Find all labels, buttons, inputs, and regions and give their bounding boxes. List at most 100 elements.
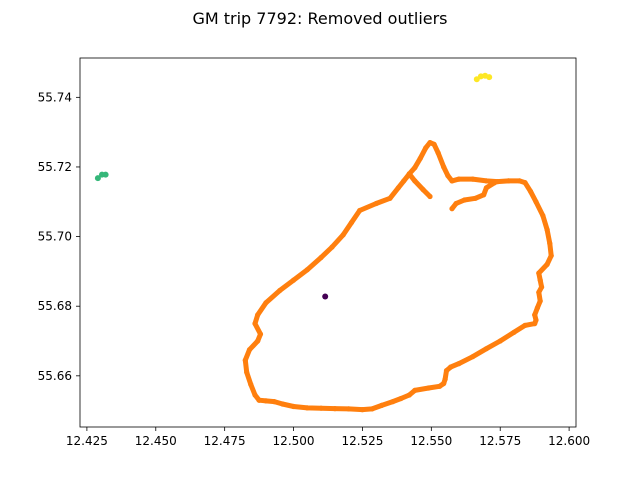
route-point	[532, 312, 538, 318]
route-point	[255, 312, 261, 318]
route-point	[357, 207, 363, 214]
route-point	[540, 213, 546, 219]
route-point	[437, 383, 443, 389]
route-point	[544, 261, 550, 267]
route-point	[401, 178, 407, 184]
route-point	[257, 331, 264, 337]
route-point	[445, 173, 451, 179]
x-tick-label: 12.475	[204, 434, 246, 448]
route-point	[537, 277, 543, 283]
y-axis: 55.66 55.68 55.70 55.72 55.74	[38, 90, 80, 383]
x-tick-label: 12.600	[548, 434, 590, 448]
route-point	[442, 376, 448, 382]
route-point	[511, 329, 517, 335]
route-point	[359, 407, 365, 413]
route-point	[271, 399, 277, 405]
route-point	[369, 406, 375, 412]
x-tick-label: 12.500	[273, 434, 315, 448]
route-point	[497, 338, 503, 344]
outlier-point	[486, 74, 493, 81]
x-axis: 12.425 12.450 12.475 12.500 12.525 12.550 12.5…	[66, 427, 590, 448]
y-tick-label: 55.70	[38, 230, 72, 244]
x-tick-label: 12.575	[479, 434, 521, 448]
route-point	[453, 200, 459, 207]
route-point	[346, 406, 352, 412]
route-point	[420, 187, 426, 193]
route-point	[252, 392, 258, 398]
route-point	[461, 197, 467, 203]
route-point	[539, 284, 545, 290]
route-point	[449, 206, 455, 212]
route-point	[423, 145, 429, 151]
route-point	[263, 398, 269, 404]
outlier-point	[322, 293, 329, 300]
route-point	[387, 195, 393, 201]
route-point	[527, 188, 534, 194]
chart-title: GM trip 7792: Removed outliers	[192, 9, 447, 28]
route-series-spur	[406, 171, 433, 199]
route-point	[448, 364, 454, 370]
route-point	[263, 300, 269, 306]
plot-area	[94, 72, 554, 413]
route-point	[483, 178, 489, 184]
route-point	[441, 380, 447, 387]
route-point	[417, 155, 423, 161]
route-point	[516, 178, 523, 184]
route-point	[547, 240, 553, 247]
route-point	[318, 405, 324, 411]
route-point	[390, 399, 396, 405]
route-point	[483, 185, 489, 191]
route-point	[431, 141, 437, 147]
route-point	[246, 347, 253, 353]
route-point	[279, 401, 286, 407]
route-point	[536, 289, 542, 295]
route-point	[441, 164, 447, 170]
route-point	[248, 381, 254, 388]
route-point	[533, 317, 539, 323]
route-point	[533, 199, 539, 205]
outlier-point	[94, 175, 101, 182]
route-point	[291, 277, 297, 283]
route-point	[412, 178, 418, 184]
x-tick-label: 12.425	[66, 434, 108, 448]
route-point	[379, 402, 385, 408]
route-point	[318, 254, 324, 261]
route-point	[470, 354, 476, 360]
route-point	[534, 305, 541, 311]
route-point	[427, 193, 433, 200]
route-point	[242, 357, 248, 363]
route-point	[412, 387, 418, 393]
route-point	[398, 395, 404, 402]
x-tick-label: 12.525	[341, 434, 383, 448]
route-point	[449, 178, 455, 184]
outlier-point	[102, 171, 109, 178]
route-point	[373, 200, 379, 207]
route-point	[332, 406, 338, 412]
route-point	[304, 405, 310, 411]
route-point	[340, 232, 346, 238]
route-point	[304, 267, 310, 273]
y-tick-label: 55.74	[38, 90, 72, 104]
route-point	[256, 397, 262, 403]
x-tick-label: 12.450	[135, 434, 177, 448]
route-point	[548, 253, 554, 259]
route-point	[412, 165, 418, 171]
route-point	[406, 392, 412, 398]
route-point	[536, 270, 542, 276]
route-point	[456, 361, 462, 367]
route-point	[277, 287, 283, 294]
y-tick-label: 55.68	[38, 299, 72, 313]
axes-frame	[79, 57, 577, 428]
route-point	[255, 338, 261, 344]
route-point	[427, 140, 433, 146]
route-point	[329, 244, 335, 250]
route-point	[395, 185, 401, 191]
route-point	[252, 321, 258, 327]
route-point	[481, 192, 487, 198]
route-point	[443, 368, 450, 374]
route-point	[348, 220, 354, 226]
route-point	[470, 176, 476, 182]
route-point	[537, 298, 543, 304]
route-point	[472, 195, 478, 201]
